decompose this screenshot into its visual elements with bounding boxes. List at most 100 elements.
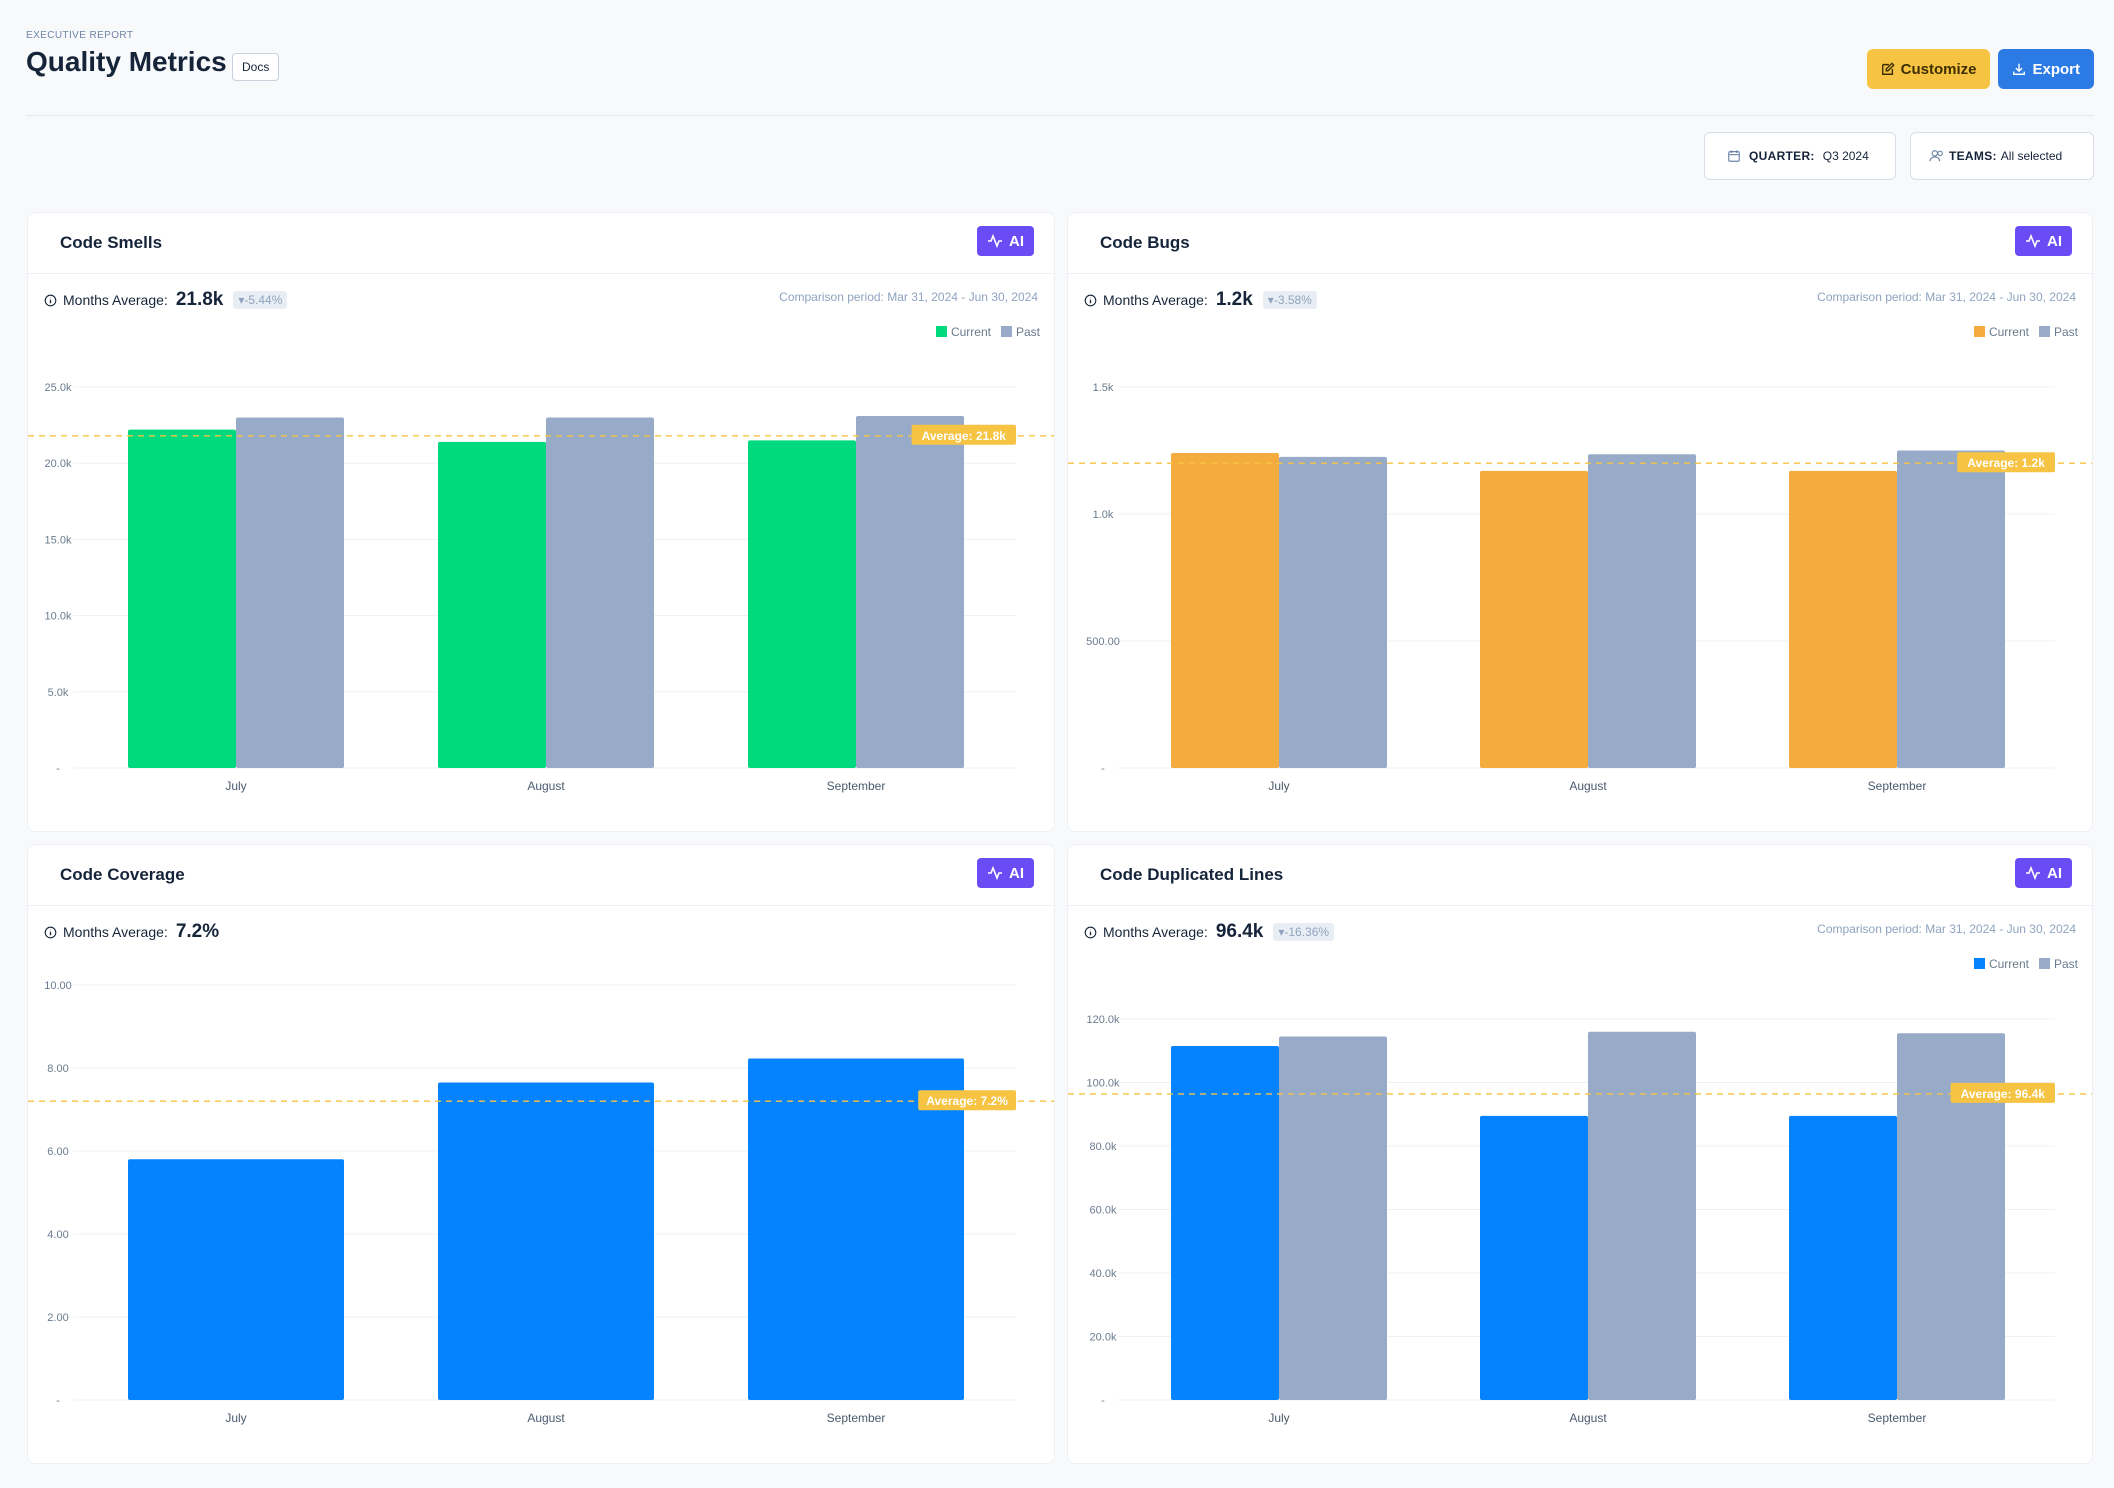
legend-item-current[interactable]: Current — [1973, 325, 2029, 339]
average-label-badge — [1950, 1082, 2055, 1103]
bar-current-july — [128, 429, 236, 768]
legend-item-current[interactable]: Current — [1973, 957, 2029, 971]
bar-past-september — [1897, 1033, 2005, 1400]
y-tick-label: 60.0k — [1090, 1205, 1117, 1217]
legend-item-past[interactable]: Past — [2038, 325, 2078, 339]
bar-past-july — [236, 417, 344, 768]
chart-legend: Current Past — [1973, 957, 2078, 971]
bar-current-september — [748, 1058, 964, 1400]
months-average-label: Months Average: — [1103, 924, 1208, 940]
calendar-icon — [1728, 150, 1740, 162]
x-tick-label: August — [527, 779, 565, 793]
card-header: Code Bugs AI — [1068, 213, 2092, 274]
x-tick-label: September — [827, 1411, 886, 1425]
quarter-filter[interactable]: QUARTER: Q3 2024 — [1704, 132, 1896, 180]
y-tick-label: 80.0k — [1090, 1141, 1117, 1153]
bar-past-august — [1588, 1031, 1696, 1400]
info-icon — [1084, 926, 1097, 938]
y-tick-label: - — [56, 763, 60, 775]
download-icon — [2013, 63, 2026, 75]
y-tick-label: 10.0k — [45, 611, 72, 623]
code-coverage-chart: - 2.00 4.00 6.00 8.00 10.00 July August Septembe… — [28, 980, 1054, 1425]
customize-button[interactable]: Customize — [1866, 49, 1991, 89]
months-average-summary: Months Average: 96.4k ▾-16.36% — [1084, 921, 1335, 943]
export-button[interactable]: Export — [1998, 49, 2094, 89]
x-tick-label: August — [1569, 779, 1607, 793]
chart-legend: Current Past — [935, 325, 1040, 339]
months-average-value: 96.4k — [1215, 921, 1264, 942]
card-title: Code Duplicated Lines — [1100, 865, 1284, 884]
quarter-filter-value: Q3 2024 — [1822, 149, 1869, 163]
x-tick-label: September — [827, 779, 886, 793]
page-title: Quality Metrics — [26, 46, 227, 77]
card-header: Code Coverage AI — [28, 845, 1054, 906]
edit-icon — [1881, 62, 1895, 75]
y-tick-label: - — [1101, 1395, 1105, 1407]
y-tick-label: 10.00 — [44, 980, 72, 992]
y-tick-label: 6.00 — [47, 1146, 68, 1158]
teams-filter[interactable]: TEAMS: All selected — [1910, 132, 2094, 180]
info-icon — [1084, 294, 1097, 306]
average-label: Average: 7.2% — [926, 1094, 1008, 1108]
code-bugs-chart: - 500.00 1.0k 1.5k July August September Averag… — [1068, 382, 2092, 793]
comparison-period: Comparison period: Mar 31, 2024 - Jun 30… — [1817, 922, 2076, 936]
ai-insights-button[interactable]: AI — [977, 226, 1034, 256]
trend-badge: ▾-3.58% — [1262, 291, 1317, 309]
bar-past-august — [1588, 454, 1696, 768]
months-average-label: Months Average: — [1103, 292, 1208, 308]
y-tick-label: 100.0k — [1086, 1078, 1120, 1090]
activity-icon — [988, 866, 1002, 880]
info-icon — [44, 926, 57, 938]
y-tick-label: - — [56, 1395, 60, 1407]
bar-past-august — [546, 417, 654, 768]
y-tick-label: 1.5k — [1093, 382, 1114, 394]
code-duplicated-lines-chart: - 20.0k 40.0k 60.0k 80.0k 100.0k 120.0k July Aug… — [1068, 1014, 2092, 1425]
bar-current-august — [1480, 1115, 1588, 1400]
legend-item-past[interactable]: Past — [1000, 325, 1040, 339]
card-title: Code Smells — [60, 233, 163, 252]
export-label: Export — [2032, 60, 2080, 78]
header-actions: Customize Export — [1866, 49, 2094, 89]
header-divider — [26, 115, 2094, 116]
card-title: Code Coverage — [60, 865, 185, 884]
ai-label: AI — [2047, 232, 2062, 250]
months-average-value: 1.2k — [1215, 289, 1253, 310]
bar-current-september — [748, 440, 856, 768]
y-tick-label: 2.00 — [47, 1312, 68, 1324]
x-tick-label: August — [527, 1411, 565, 1425]
teams-filter-label: TEAMS: — [1949, 149, 1997, 163]
docs-link[interactable]: Docs — [232, 53, 280, 81]
ai-label: AI — [1009, 864, 1024, 882]
users-icon — [1929, 150, 1943, 162]
y-tick-label: 120.0k — [1086, 1014, 1120, 1026]
y-tick-label: 20.0k — [45, 458, 72, 470]
y-tick-label: 15.0k — [45, 534, 72, 546]
bar-current-august — [1480, 470, 1588, 768]
ai-insights-button[interactable]: AI — [2015, 226, 2072, 256]
average-label-badge — [918, 1090, 1016, 1111]
bar-current-july — [128, 1159, 344, 1400]
ai-insights-button[interactable]: AI — [2015, 858, 2072, 888]
chart-legend: Current Past — [1973, 325, 2078, 339]
trend-badge: ▾-5.44% — [233, 291, 288, 309]
comparison-period: Comparison period: Mar 31, 2024 - Jun 30… — [1817, 290, 2076, 304]
average-label: Average: 21.8k — [922, 429, 1007, 443]
info-icon — [44, 294, 57, 306]
card-header: Code Duplicated Lines AI — [1068, 845, 2092, 906]
ai-label: AI — [1009, 232, 1024, 250]
legend-item-current[interactable]: Current — [935, 325, 991, 339]
activity-icon — [2026, 234, 2040, 248]
page-eyebrow: EXECUTIVE REPORT — [26, 30, 134, 41]
months-average-summary: Months Average: 21.8k ▾-5.44% — [44, 289, 288, 311]
code-duplicated-lines-card: Code Duplicated Lines AI Months Average:… — [1067, 844, 2093, 1464]
average-label-badge — [1957, 452, 2055, 473]
y-tick-label: 8.00 — [47, 1063, 68, 1075]
x-tick-label: July — [225, 779, 246, 793]
legend-item-past[interactable]: Past — [2038, 957, 2078, 971]
page-header: EXECUTIVE REPORT Quality Metrics Docs Cu… — [26, 28, 2094, 114]
months-average-value: 7.2% — [175, 921, 220, 942]
ai-label: AI — [2047, 864, 2062, 882]
ai-insights-button[interactable]: AI — [977, 858, 1034, 888]
y-tick-label: 25.0k — [45, 382, 72, 394]
y-tick-label: 20.0k — [1090, 1332, 1117, 1344]
